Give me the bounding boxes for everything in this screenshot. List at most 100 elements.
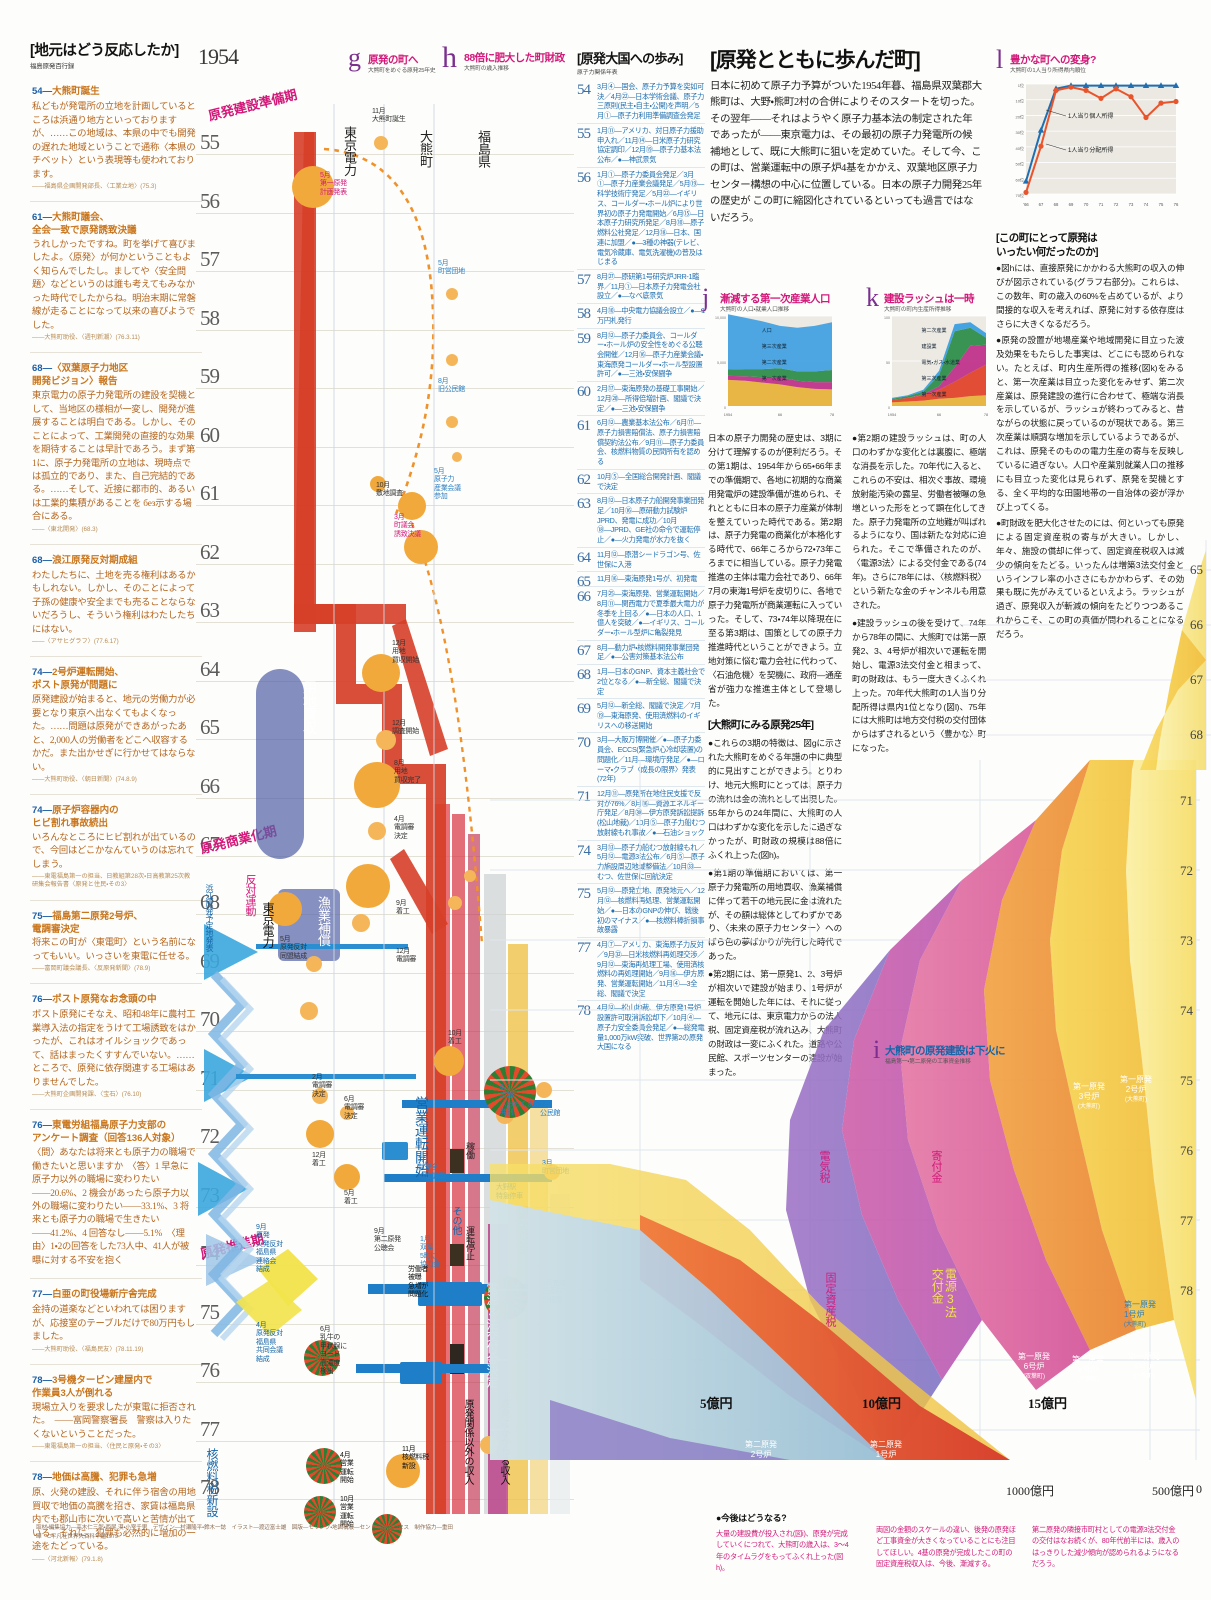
event-node[interactable] bbox=[448, 896, 462, 910]
chronology-year: 59 bbox=[577, 330, 591, 347]
timeline-year-label: 66 bbox=[200, 773, 220, 798]
testimony-year: 74― bbox=[32, 667, 53, 679]
chronology-events: 4月⑫―松山地裁、伊方原発1号炉設置許可取消訴訟却下／10月④―原子力安全委員会… bbox=[597, 1003, 705, 1052]
testimony-source: ――〈東北開発〉(68.3) bbox=[32, 525, 98, 533]
chronology-events: 6月⑫―農業基本法公布／6月⑰―原子力損害賠償法、原子力損害賠償契約法公布／9月… bbox=[597, 418, 705, 467]
chronology-row: 70 3月―大阪万博開催／●―原子力委員会、ECCS(緊急炉心冷却装置)の問題化／… bbox=[577, 732, 705, 786]
chronology-year: 67 bbox=[577, 642, 591, 659]
svg-text:1人当り分配所得: 1人当り分配所得 bbox=[1068, 146, 1113, 154]
timeline-year-label: 72 bbox=[200, 1124, 220, 1149]
chronology-year: 71 bbox=[577, 789, 591, 805]
event-node[interactable] bbox=[334, 1164, 360, 1190]
svg-text:73: 73 bbox=[1180, 933, 1193, 948]
figure-key-j: j bbox=[702, 283, 710, 312]
chronology-events: 2月⑰―東海原発の基礎工事開始／12月⑳―所得倍増計画、閣議で決定／●―三池・安… bbox=[597, 384, 705, 413]
event-node[interactable] bbox=[446, 416, 458, 428]
event-node[interactable] bbox=[306, 1120, 334, 1148]
left-testimony-panel: [地元はどう反応したか] 福島原発百行録 54―大熊町誕生 私どもが発電所の立地を… bbox=[30, 43, 202, 1563]
chronology-row: 59 8月⑫―原子力委員会、コールダー・ホール炉の安全性をめぐる公聴会開催／12月… bbox=[577, 327, 705, 382]
figure-h-title: 88倍に肥大した町財政 bbox=[464, 52, 565, 64]
reactor-start-marker[interactable] bbox=[304, 1496, 336, 1528]
testimony-title-2: ポスト原発が問題に bbox=[32, 680, 118, 692]
figure-key-l: l bbox=[996, 45, 1004, 74]
essay-p3: ●第1期の準備期においては、第一原子力発電所の用地買収、漁業補償に伴って若干の地… bbox=[708, 867, 842, 962]
reactor-start-marker[interactable] bbox=[372, 1514, 402, 1544]
label-land-purchase: 用地買収 bbox=[302, 680, 318, 734]
event-node[interactable] bbox=[536, 1082, 552, 1098]
essay-p4: ●第2期には、第一原発1、2、3号炉が相次いで建設が始まり、1号炉が運転を開始し… bbox=[708, 969, 842, 1077]
chronology-year: 70 bbox=[577, 735, 591, 752]
svg-text:1954: 1954 bbox=[724, 413, 732, 417]
timeline-gridline bbox=[196, 972, 574, 974]
testimony-title: 2号炉運転開始、 bbox=[52, 667, 124, 679]
event-node[interactable] bbox=[446, 354, 458, 366]
svg-text:70位: 70位 bbox=[1016, 192, 1024, 198]
testimony-source: ――大熊町助役、〈福島民友〉(78.11.19) bbox=[32, 1345, 144, 1353]
right-essay-heading-2: いったい何だったのか] bbox=[996, 246, 1099, 259]
event-node[interactable] bbox=[352, 914, 370, 932]
timeline-year-label: 62 bbox=[200, 539, 220, 564]
chronology-events: 1月―日本のGNP、資本主義社会で2位となる／●―新全総、閣議で決定 bbox=[597, 667, 705, 696]
chronology-events: 5月⑫―新全総、閣議で決定／7月⑲―東海原発、使用済燃料のイギリスへの移送開始 bbox=[597, 701, 701, 730]
event-node[interactable] bbox=[346, 864, 390, 908]
testimony-item: 78―地価は高騰、犯罪も急増 原、火発の建設、それに伴う宿舎の用地買収で地価の高騰… bbox=[30, 1461, 202, 1569]
right-essay-p1: ●図hには、直接原発にかかわる大熊町の収入の伸びが図示されている(グラフ右部分)… bbox=[996, 263, 1184, 329]
svg-text:人口: 人口 bbox=[762, 328, 772, 334]
svg-text:50位: 50位 bbox=[1016, 161, 1024, 167]
testimony-body: 東京電力の原子力発電所の建設を契機として、当地区の様相が一変し、開発が進展するこ… bbox=[32, 391, 196, 523]
event-node[interactable] bbox=[292, 166, 334, 208]
event-node[interactable] bbox=[354, 762, 400, 808]
chart-k-area: 100 50 0 第二次産業 建設業 電気・ガス・水道業 第三次産業 第一次産業 1954 66 7… bbox=[872, 312, 990, 420]
event-node[interactable] bbox=[404, 530, 438, 564]
node-label: 10月 敷地調査 bbox=[376, 482, 403, 498]
event-node[interactable] bbox=[300, 1002, 318, 1020]
event-node[interactable] bbox=[312, 1088, 328, 1104]
timeline-gridline bbox=[196, 212, 574, 214]
reactor-start-marker[interactable] bbox=[304, 1340, 340, 1376]
testimony-title-2: 作業員3人が倒れる bbox=[32, 1387, 114, 1399]
event-node[interactable] bbox=[398, 492, 426, 520]
reactor-start-marker[interactable] bbox=[306, 1448, 342, 1484]
event-node[interactable] bbox=[374, 136, 388, 150]
testimony-title: ポスト原発なお念頭の中 bbox=[52, 994, 157, 1006]
figure-g-sub: 大熊町をめぐる原発25年史 bbox=[368, 68, 436, 74]
chronology-row: 61 6月⑫―農業基本法公布／6月⑰―原子力損害賠償法、原子力損害賠償契約法公布／… bbox=[577, 415, 705, 469]
testimony-title: 〈双葉原子力地区 bbox=[52, 363, 129, 375]
left-panel-heading: [地元はどう反応したか] bbox=[30, 43, 179, 59]
svg-text:1人当り個人所得: 1人当り個人所得 bbox=[1068, 112, 1113, 120]
event-node[interactable] bbox=[386, 1454, 420, 1488]
bottom-note-1: ●今後はどうなる? 大量の建設費が投入され(図i)、原発が完成していくにつれて、… bbox=[716, 1512, 852, 1573]
label-opposition-movement: 反対運動 bbox=[244, 874, 256, 916]
event-node[interactable] bbox=[452, 452, 462, 462]
reactor-band-label-2: 第一原発 2号炉 (大熊町) bbox=[1120, 1075, 1152, 1104]
event-node[interactable] bbox=[306, 956, 322, 972]
event-node[interactable] bbox=[370, 476, 386, 492]
event-node[interactable] bbox=[434, 1046, 464, 1076]
timeline-gridline bbox=[196, 855, 574, 857]
reactor-start-marker[interactable] bbox=[484, 1066, 536, 1118]
svg-text:建設業: 建設業 bbox=[922, 343, 937, 350]
reactor-band-label-n1: 第二原発 1号炉 (楢葉町) bbox=[870, 1440, 902, 1469]
essay-p6: ●建設ラッシュの後を受けて、74年から78年の間に、大熊町では第一原発2、3、4… bbox=[852, 617, 986, 754]
event-node[interactable] bbox=[376, 730, 396, 750]
timeline-gridline bbox=[196, 914, 574, 916]
testimony-source: ――大熊町企画開発課、〈宝石〉(76.10) bbox=[32, 1091, 142, 1099]
timeline-gridline bbox=[196, 271, 574, 273]
svg-text:76: 76 bbox=[1174, 202, 1179, 207]
event-node[interactable] bbox=[362, 654, 400, 692]
event-node[interactable] bbox=[268, 892, 302, 926]
reactor-band-label-n2: 第二原発 2号炉 (楢葉町) bbox=[745, 1440, 777, 1469]
svg-text:78: 78 bbox=[984, 413, 988, 417]
label-shutdown: 運転停止 bbox=[465, 1226, 475, 1260]
event-node[interactable] bbox=[464, 870, 476, 882]
testimony-body: 〈問〉あなたは将来とも原子力の職場で働きたいと思いますか 〈答〉1 早急に原子力… bbox=[32, 1148, 196, 1266]
timeline-gridline bbox=[196, 1206, 574, 1208]
event-node[interactable] bbox=[446, 288, 458, 300]
axis-label-nonnuclear-income: 原発関係以外の収入 bbox=[462, 1399, 473, 1485]
chronology-year: 62 bbox=[577, 471, 591, 488]
event-node[interactable] bbox=[340, 1106, 354, 1120]
event-node[interactable] bbox=[368, 822, 386, 840]
chronology-year: 64 bbox=[577, 549, 591, 566]
svg-text:70: 70 bbox=[1084, 202, 1089, 207]
testimony-source: ――福島県企画開発部長、〈工業立地〉(75.3) bbox=[32, 183, 157, 191]
